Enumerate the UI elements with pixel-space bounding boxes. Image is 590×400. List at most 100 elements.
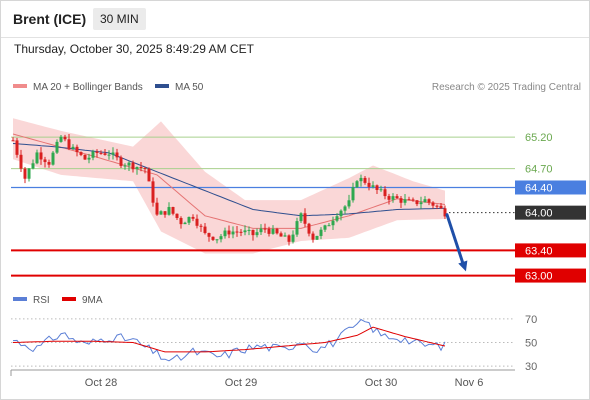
candle-body <box>419 202 423 205</box>
candle <box>71 144 75 151</box>
candle <box>403 193 407 206</box>
candle <box>247 226 251 236</box>
level-lines <box>11 136 515 277</box>
candle-body <box>271 228 275 234</box>
candle-body <box>147 168 151 182</box>
candle <box>271 225 275 235</box>
candle-body <box>131 162 135 170</box>
candle-body <box>255 232 259 236</box>
candle <box>275 227 279 235</box>
candle-body <box>143 167 147 169</box>
legend-label-rsi: RSI <box>33 295 50 306</box>
candle <box>167 202 171 216</box>
moving-averages <box>12 133 446 229</box>
candle-body <box>231 231 235 235</box>
candle-body <box>443 208 447 217</box>
candle-body <box>339 210 343 217</box>
candle <box>355 179 359 189</box>
candle-body <box>287 235 291 242</box>
candle <box>423 196 427 203</box>
rsi-tick-50: 50 <box>525 338 537 350</box>
candle <box>371 181 375 189</box>
candle-body <box>299 213 303 222</box>
candle <box>155 197 159 216</box>
candle-body <box>319 229 323 236</box>
candle-body <box>15 140 19 155</box>
candle-body <box>347 200 351 207</box>
candle <box>367 177 371 191</box>
candle-body <box>387 196 391 200</box>
level-tag-64.00 <box>515 205 586 220</box>
candle-body <box>315 235 319 240</box>
candle <box>307 222 311 237</box>
candle <box>187 216 191 226</box>
candle-body <box>39 152 43 160</box>
candle-body <box>71 146 75 149</box>
candle <box>359 174 363 187</box>
candle-body <box>215 239 219 241</box>
candle-body <box>163 211 167 215</box>
legend-swatch-rsi <box>13 297 27 301</box>
candle <box>279 231 283 237</box>
candle <box>15 137 19 158</box>
candle <box>123 163 127 170</box>
level-tag-63.00 <box>515 268 586 283</box>
candle <box>143 167 147 174</box>
legend-swatch-ma50 <box>155 84 169 88</box>
candle-body <box>103 153 107 155</box>
candle <box>59 134 63 143</box>
rsi-tick-30: 30 <box>525 361 537 373</box>
candle-body <box>331 220 335 226</box>
candle <box>223 227 227 239</box>
timestamp: Thursday, October 30, 2025 8:49:29 AM CE… <box>14 42 254 56</box>
candle <box>231 226 235 239</box>
candle-body <box>423 199 427 203</box>
candle <box>47 159 51 168</box>
candle <box>427 198 431 206</box>
candle-body <box>243 230 247 233</box>
level-label-64.00: 64.00 <box>525 208 553 220</box>
rsi-panel: 70 50 30 <box>11 314 537 373</box>
candle <box>51 151 55 166</box>
candle-body <box>199 225 203 227</box>
candle-body <box>415 200 419 205</box>
legend-label-9ma: 9MA <box>82 295 103 306</box>
timeframe-button[interactable]: 30 MIN <box>93 8 146 30</box>
candle-body <box>55 141 59 153</box>
candle-body <box>87 157 91 160</box>
candle <box>335 213 339 223</box>
candle <box>119 155 123 168</box>
candle <box>215 239 219 244</box>
candle-body <box>391 196 395 200</box>
candle <box>415 199 419 207</box>
candle <box>19 149 23 172</box>
candle <box>299 212 303 224</box>
forecast-arrow <box>445 213 468 272</box>
level-label-64.40: 64.40 <box>525 182 553 194</box>
candle <box>139 162 143 172</box>
candle <box>311 231 315 243</box>
candle <box>383 186 387 200</box>
rsi-tick-70: 70 <box>525 314 537 326</box>
candle <box>135 166 139 175</box>
candle <box>259 224 263 236</box>
candle-body <box>323 225 327 230</box>
candle-body <box>251 229 255 236</box>
candle <box>239 229 243 237</box>
candle-body <box>291 234 295 242</box>
candle <box>195 214 199 229</box>
candle <box>431 201 435 209</box>
candle-body <box>267 228 271 234</box>
candle <box>111 147 115 160</box>
candle-body <box>227 230 231 235</box>
candle <box>387 193 391 205</box>
rsi-line <box>12 318 446 362</box>
candle-body <box>191 216 195 219</box>
candle-body <box>119 157 123 166</box>
candle <box>103 149 107 156</box>
candle <box>435 204 439 210</box>
candle <box>95 149 99 158</box>
candle <box>315 235 319 241</box>
